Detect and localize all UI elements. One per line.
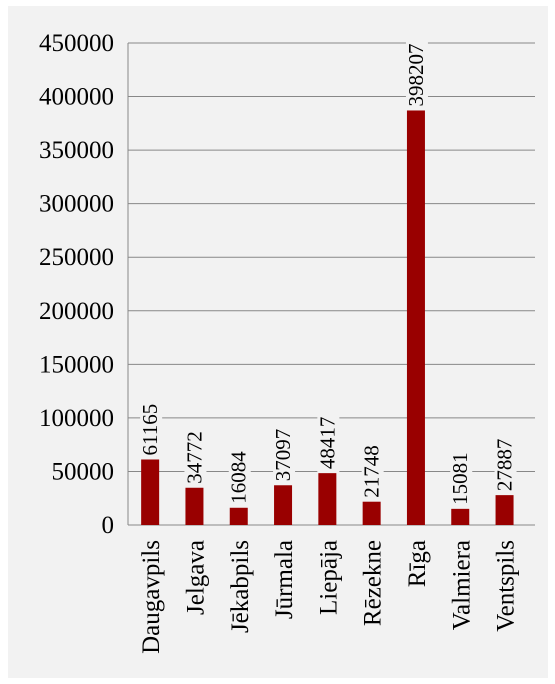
bar-liepāja <box>318 473 337 525</box>
data-label-background <box>228 447 251 507</box>
x-category-label: Jūrmala <box>271 540 298 619</box>
bar-jelgava <box>185 487 204 525</box>
bar-jūrmala <box>274 485 293 525</box>
data-label-background <box>184 427 207 487</box>
data-label-background <box>317 413 340 473</box>
y-tick-label: 350000 <box>39 137 114 164</box>
x-category-label: Daugavpils <box>138 540 165 654</box>
y-tick-label: 400000 <box>39 84 114 111</box>
y-tick-label: 450000 <box>39 30 114 57</box>
bar-jēkabpils <box>229 507 248 525</box>
data-label-background <box>140 399 163 459</box>
data-label-jēkabpils: 16084 <box>227 451 251 504</box>
data-label-jūrmala: 37097 <box>271 429 295 482</box>
x-category-label: Rēzekne <box>360 540 387 626</box>
y-tick-label: 100000 <box>39 405 114 432</box>
x-category-label: Jelgava <box>182 540 209 615</box>
data-label-liepāja: 48417 <box>315 417 339 470</box>
y-tick-label: 200000 <box>39 298 114 325</box>
data-label-jelgava: 34772 <box>182 431 206 484</box>
x-category-label: Liepāja <box>315 540 342 615</box>
bar-rēzekne <box>362 501 381 525</box>
y-tick-label: 250000 <box>39 244 114 271</box>
x-category-label: Valmiera <box>448 540 475 630</box>
data-label-ventspils: 27887 <box>493 439 517 492</box>
bar-rīga <box>406 110 425 525</box>
y-tick-label: 50000 <box>52 458 115 485</box>
x-category-label: Rīga <box>404 540 431 587</box>
bar-valmiera <box>451 508 470 525</box>
data-label-rīga: 398207 <box>404 43 428 106</box>
data-label-valmiera: 15081 <box>448 452 472 505</box>
data-label-rēzekne: 21748 <box>360 445 384 498</box>
data-label-background <box>405 39 428 110</box>
x-category-label: Ventspils <box>493 540 520 632</box>
data-label-background <box>494 435 517 495</box>
data-label-background <box>450 448 473 508</box>
x-category-label: Jēkabpils <box>227 540 254 633</box>
data-label-daugavpils: 61165 <box>138 404 162 456</box>
bar-ventspils <box>495 495 514 525</box>
data-label-background <box>361 441 384 501</box>
y-tick-label: 150000 <box>39 351 114 378</box>
y-tick-label: 300000 <box>39 191 114 218</box>
chart-frame <box>8 6 548 678</box>
y-tick-label: 0 <box>102 512 115 539</box>
bar-daugavpils <box>141 459 160 525</box>
data-label-background <box>273 425 296 485</box>
